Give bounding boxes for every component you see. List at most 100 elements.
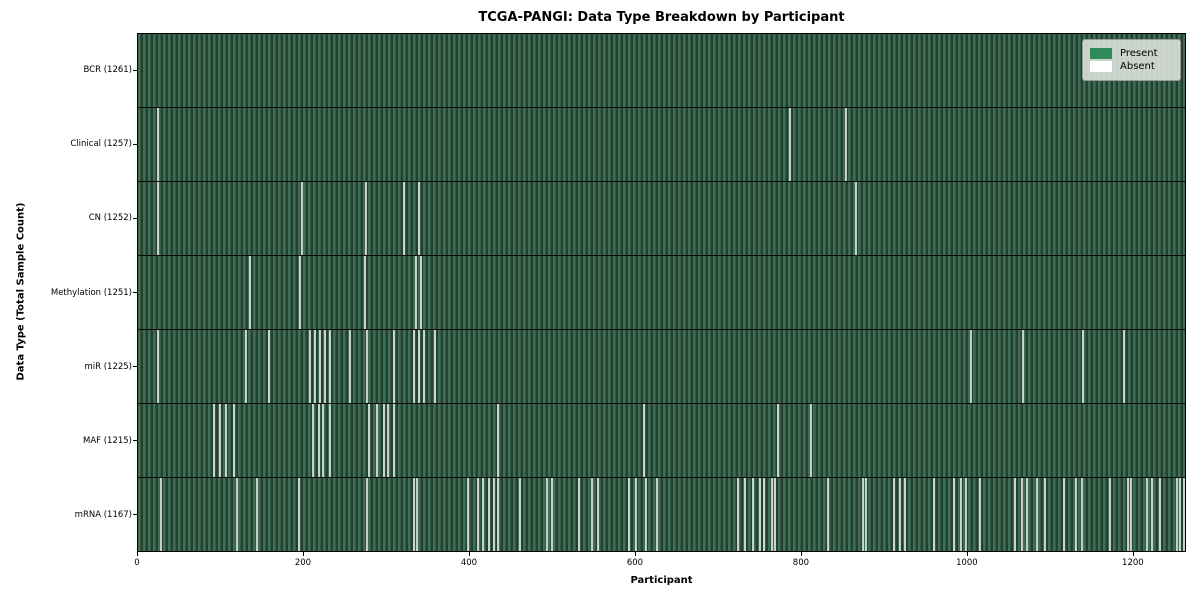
x-tick-label: 400 <box>460 558 478 568</box>
absent-stripe <box>213 404 216 477</box>
absent-stripe <box>1159 478 1162 551</box>
absent-stripe <box>417 330 420 403</box>
absent-stripe <box>1044 478 1047 551</box>
heatmap-row-cn <box>138 182 1185 256</box>
absent-stripe <box>965 478 968 551</box>
heatmap-row-bcr <box>138 34 1185 108</box>
absent-stripe <box>365 478 368 551</box>
absent-stripe <box>933 478 936 551</box>
x-tick-mark <box>634 552 636 556</box>
absent-stripe <box>1014 478 1017 551</box>
absent-stripe <box>321 404 324 477</box>
y-tick-label: BCR (1261) <box>83 65 133 76</box>
absent-stripe <box>844 108 847 181</box>
absent-stripe <box>349 330 352 403</box>
absent-stripe <box>770 478 773 551</box>
absent-stripe <box>1151 478 1154 551</box>
absent-stripe <box>255 478 258 551</box>
legend-item-present: Present <box>1090 48 1172 59</box>
absent-stripe <box>313 330 316 403</box>
y-tick-mark <box>133 440 137 442</box>
absent-stripe <box>577 478 580 551</box>
absent-stripe <box>959 478 962 551</box>
absent-stripe <box>1130 478 1133 551</box>
y-tick-label: mRNA (1167) <box>74 509 132 520</box>
x-tick-mark <box>1132 552 1134 556</box>
absent-stripe <box>387 404 390 477</box>
heatmap-row-clinical <box>138 108 1185 182</box>
absent-stripe <box>969 330 972 403</box>
absent-stripe <box>487 478 490 551</box>
absent-stripe <box>591 478 594 551</box>
absent-stripe <box>466 478 469 551</box>
absent-stripe <box>268 330 271 403</box>
absent-stripe <box>157 330 160 403</box>
absent-stripe <box>308 330 311 403</box>
plot-area <box>137 33 1186 552</box>
absent-stripe <box>414 256 417 329</box>
absent-stripe <box>865 478 868 551</box>
absent-stripe <box>1122 330 1125 403</box>
absent-stripe <box>744 478 747 551</box>
absent-stripe <box>1179 478 1182 551</box>
absent-stripe <box>1025 478 1028 551</box>
absent-stripe <box>224 404 227 477</box>
absent-stripe <box>643 404 646 477</box>
y-tick-label: Methylation (1251) <box>50 287 132 298</box>
absent-stripe <box>978 478 981 551</box>
absent-stripe <box>762 478 765 551</box>
heatmap-row-methylation <box>138 256 1185 330</box>
absent-stripe <box>157 182 160 255</box>
chart-title: TCGA-PANGI: Data Type Breakdown by Parti… <box>478 10 845 25</box>
x-tick-label: 800 <box>792 558 810 568</box>
absent-stripe <box>519 478 522 551</box>
absent-stripe <box>904 478 907 551</box>
y-tick-label: Clinical (1257) <box>70 139 132 150</box>
y-tick-mark <box>133 217 137 219</box>
y-tick-mark <box>133 143 137 145</box>
absent-stripe <box>235 478 238 551</box>
absent-stripe <box>1074 478 1077 551</box>
legend: Present Absent <box>1082 39 1181 81</box>
y-tick-label: CN (1252) <box>88 213 132 224</box>
absent-stripe <box>311 404 314 477</box>
absent-stripe <box>416 478 419 551</box>
absent-stripe <box>774 478 777 551</box>
absent-stripe <box>899 478 902 551</box>
absent-stripe <box>861 478 864 551</box>
y-tick-mark <box>133 366 137 368</box>
heatmap-row-mir <box>138 330 1185 404</box>
absent-stripe <box>1020 478 1023 551</box>
x-tick-mark <box>800 552 802 556</box>
present-swatch-icon <box>1090 48 1112 59</box>
absent-swatch-icon <box>1090 61 1112 72</box>
absent-stripe <box>655 478 658 551</box>
absent-stripe <box>1082 330 1085 403</box>
x-tick-mark <box>137 552 138 556</box>
absent-stripe <box>736 478 739 551</box>
x-tick-mark <box>966 552 968 556</box>
absent-stripe <box>751 478 754 551</box>
absent-stripe <box>413 478 415 551</box>
heatmap-row-maf <box>138 404 1185 478</box>
absent-stripe <box>497 404 500 477</box>
absent-stripe <box>1021 330 1024 403</box>
y-tick-mark <box>133 69 137 71</box>
absent-stripe <box>433 330 436 403</box>
absent-stripe <box>789 108 792 181</box>
y-tick-label: miR (1225) <box>84 361 132 372</box>
x-axis-label: Participant <box>630 575 693 586</box>
absent-stripe <box>368 404 371 477</box>
absent-stripe <box>297 478 300 551</box>
absent-stripe <box>551 478 554 551</box>
x-tick-label: 0 <box>134 558 140 568</box>
x-tick-label: 1200 <box>1122 558 1144 568</box>
absent-stripe <box>1081 478 1084 551</box>
absent-stripe <box>364 182 367 255</box>
absent-stripe <box>809 404 812 477</box>
absent-stripe <box>855 182 858 255</box>
absent-stripe <box>383 404 386 477</box>
y-tick-mark <box>133 514 137 516</box>
x-tick-label: 600 <box>626 558 644 568</box>
